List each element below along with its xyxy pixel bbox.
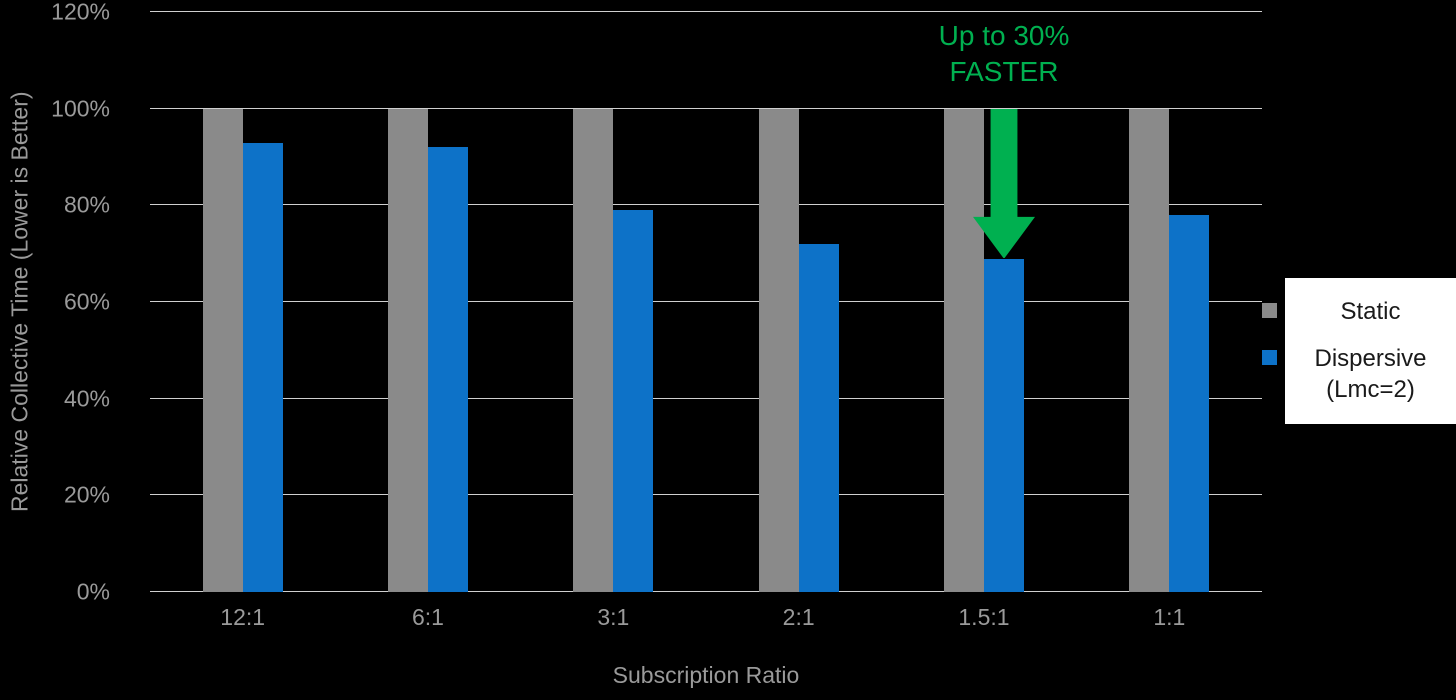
y-tick-label: 120% [51, 0, 110, 25]
legend-label-static: Static [1340, 298, 1401, 325]
dispersive-bar-6:1 [427, 147, 468, 592]
gridline [150, 107, 1262, 109]
static-bar-2:1 [758, 108, 799, 592]
y-tick-label: 20% [63, 481, 110, 508]
x-axis-title: Subscription Ratio [612, 662, 800, 688]
x-tick-label: 1:1 [1153, 604, 1186, 630]
dispersive-bar-1:1 [1169, 215, 1210, 592]
dispersive-bar-2:1 [798, 244, 839, 592]
legend-item-static: Static [1262, 296, 1456, 327]
bar-group-3:1 [573, 12, 654, 592]
x-tick-label: 12:1 [220, 604, 266, 630]
dispersive-swatch-icon [1262, 350, 1277, 366]
gridline [150, 11, 1262, 12]
legend-item-dispersive: Dispersive (Lmc=2) [1262, 343, 1456, 405]
dispersive-bar-12:1 [242, 142, 283, 592]
gridline [150, 494, 1262, 496]
bar-group-2:1 [758, 12, 839, 592]
x-tick-label: 3:1 [597, 604, 630, 630]
static-bar-3:1 [573, 108, 614, 592]
bar-group-12:1 [202, 12, 283, 592]
gridlines [150, 11, 1262, 592]
gridline [150, 301, 1262, 302]
bar-group-1:1 [1129, 12, 1210, 592]
static-bar-1:1 [1129, 108, 1170, 592]
y-axis: 0% 20% 40% 60% 80% 100% 120% [0, 0, 110, 603]
plot-area: Up to 30% FASTER [150, 11, 1262, 592]
bar-groups [150, 12, 1262, 592]
dispersive-bar-3:1 [613, 210, 654, 592]
dispersive-bar-1.5:1 [983, 258, 1024, 592]
bar-group-1.5:1 [943, 12, 1024, 592]
bar-group-6:1 [387, 12, 468, 592]
y-tick-label: 100% [51, 95, 110, 122]
y-tick-label: 0% [76, 578, 110, 605]
static-bar-12:1 [202, 108, 243, 592]
legend: Static Dispersive (Lmc=2) [1262, 278, 1456, 424]
y-tick-label: 40% [63, 385, 110, 412]
static-swatch-icon [1262, 303, 1277, 318]
y-tick-label: 60% [63, 288, 110, 315]
legend-label-dispersive: Dispersive (Lmc=2) [1314, 345, 1427, 404]
x-tick-label: 1.5:1 [958, 604, 1010, 630]
y-tick-label: 80% [63, 191, 110, 218]
static-bar-6:1 [387, 108, 428, 592]
gridline [150, 397, 1262, 399]
x-tick-label: 2:1 [782, 604, 815, 630]
x-axis: 12:1 6:1 3:1 2:1 1.5:1 1:1 [150, 604, 1262, 631]
gridline [150, 204, 1262, 206]
gridline [150, 591, 1262, 592]
x-tick-label: 6:1 [412, 604, 444, 630]
static-bar-1.5:1 [943, 108, 984, 592]
